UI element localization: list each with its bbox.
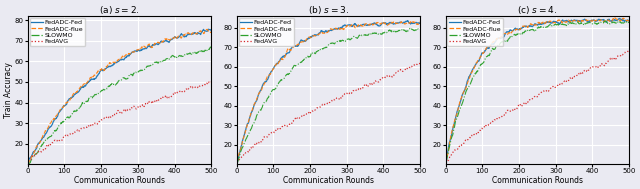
Legend: FedADC-Fed, FedADC-flue, SLOWMO, FedAVG: FedADC-Fed, FedADC-flue, SLOWMO, FedAVG — [447, 18, 503, 46]
Title: (b) $s = 3$.: (b) $s = 3$. — [308, 4, 349, 16]
Y-axis label: Train Accuracy: Train Accuracy — [4, 62, 13, 118]
Legend: FedADC-Fed, FedADC-flue, SLOWMO, FedAVG: FedADC-Fed, FedADC-flue, SLOWMO, FedAVG — [239, 18, 294, 46]
Title: (c) $s = 4$.: (c) $s = 4$. — [517, 4, 557, 16]
Legend: FedADC-Fed, FedADC-flue, SLOWMO, FedAVG: FedADC-Fed, FedADC-flue, SLOWMO, FedAVG — [29, 18, 85, 46]
X-axis label: Communication Rounds: Communication Rounds — [283, 176, 374, 185]
Title: (a) $s = 2$.: (a) $s = 2$. — [99, 4, 140, 16]
X-axis label: Communication Rounds: Communication Rounds — [492, 176, 583, 185]
X-axis label: Communication Rounds: Communication Rounds — [74, 176, 165, 185]
